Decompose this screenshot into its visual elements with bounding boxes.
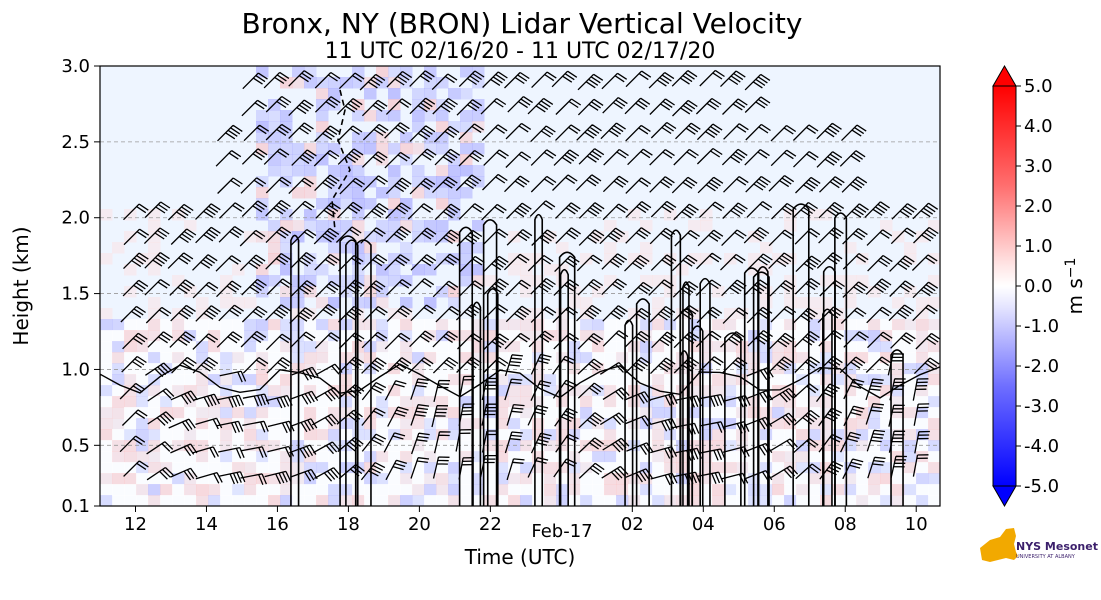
x-tick-label: 04 [692,514,715,535]
colorbar-tick-label: 5.0 [1024,76,1053,97]
x-tick-label: 10 [905,514,928,535]
x-tick-label: 16 [266,514,289,535]
colorbar-tick-label: -5.0 [1024,476,1059,497]
wind-barbs-contours [100,69,940,506]
chart-title: Bronx, NY (BRON) Lidar Vertical Velocity [242,7,803,40]
colorbar-tick-label: -3.0 [1024,396,1059,417]
x-tick-label: 06 [763,514,786,535]
y-tick-label: 2.5 [61,132,90,153]
x-tick-label: 18 [337,514,360,535]
x-tick-label: 20 [408,514,431,535]
chart-subtitle: 11 UTC 02/16/20 - 11 UTC 02/17/20 [325,39,716,64]
colorbar [992,64,1017,508]
logo-subtext: UNIVERSITY AT ALBANY [1016,554,1075,560]
colorbar-tick-label: -2.0 [1024,356,1059,377]
colorbar-max-extension [992,64,1017,87]
y-tick-label: 1.0 [61,359,90,380]
gridlines [100,141,940,446]
x-tick-label: 12 [124,514,147,535]
colorbar-tick-label: -1.0 [1024,316,1059,337]
colorbar-tick-label: -4.0 [1024,436,1059,457]
x-tick-label: 14 [195,514,218,535]
plot-frame [99,65,941,507]
x-tick-label: 02 [621,514,644,535]
x-date-label: Feb-17 [531,521,592,542]
y-axis-label: Height (km) [9,226,33,345]
colorbar-tick-label: 1.0 [1024,236,1053,257]
colorbar-min-extension [992,485,1017,508]
logo-text: NYS Mesonet [1016,540,1098,553]
colorbar-label: m s−1 [1063,258,1087,315]
y-tick-label: 3.0 [61,56,90,77]
colorbar-tick-label: 2.0 [1024,196,1053,217]
colorbar-tick-label: 4.0 [1024,116,1053,137]
y-axis-ticks: 0.1 0.5 1.0 1.5 2.0 2.5 3.0 [61,56,100,517]
x-tick-label: 22 [479,514,502,535]
x-axis-ticks: 12 14 16 18 20 22 02 04 06 08 10 [124,506,928,535]
x-tick-label: 08 [834,514,857,535]
y-tick-label: 0.1 [61,496,90,517]
y-tick-label: 2.0 [61,208,90,229]
colorbar-tick-label: 3.0 [1024,156,1053,177]
x-axis-label: Time (UTC) [464,545,576,569]
colorbar-ticks: 5.0 4.0 3.0 2.0 1.0 0.0 -1.0 -2.0 -3.0 -4.0 -5.0 [1016,76,1059,497]
y-tick-label: 1.5 [61,284,90,305]
nys-mesonet-logo [980,528,1018,562]
y-tick-label: 0.5 [61,435,90,456]
colorbar-tick-label: 0.0 [1024,276,1053,297]
